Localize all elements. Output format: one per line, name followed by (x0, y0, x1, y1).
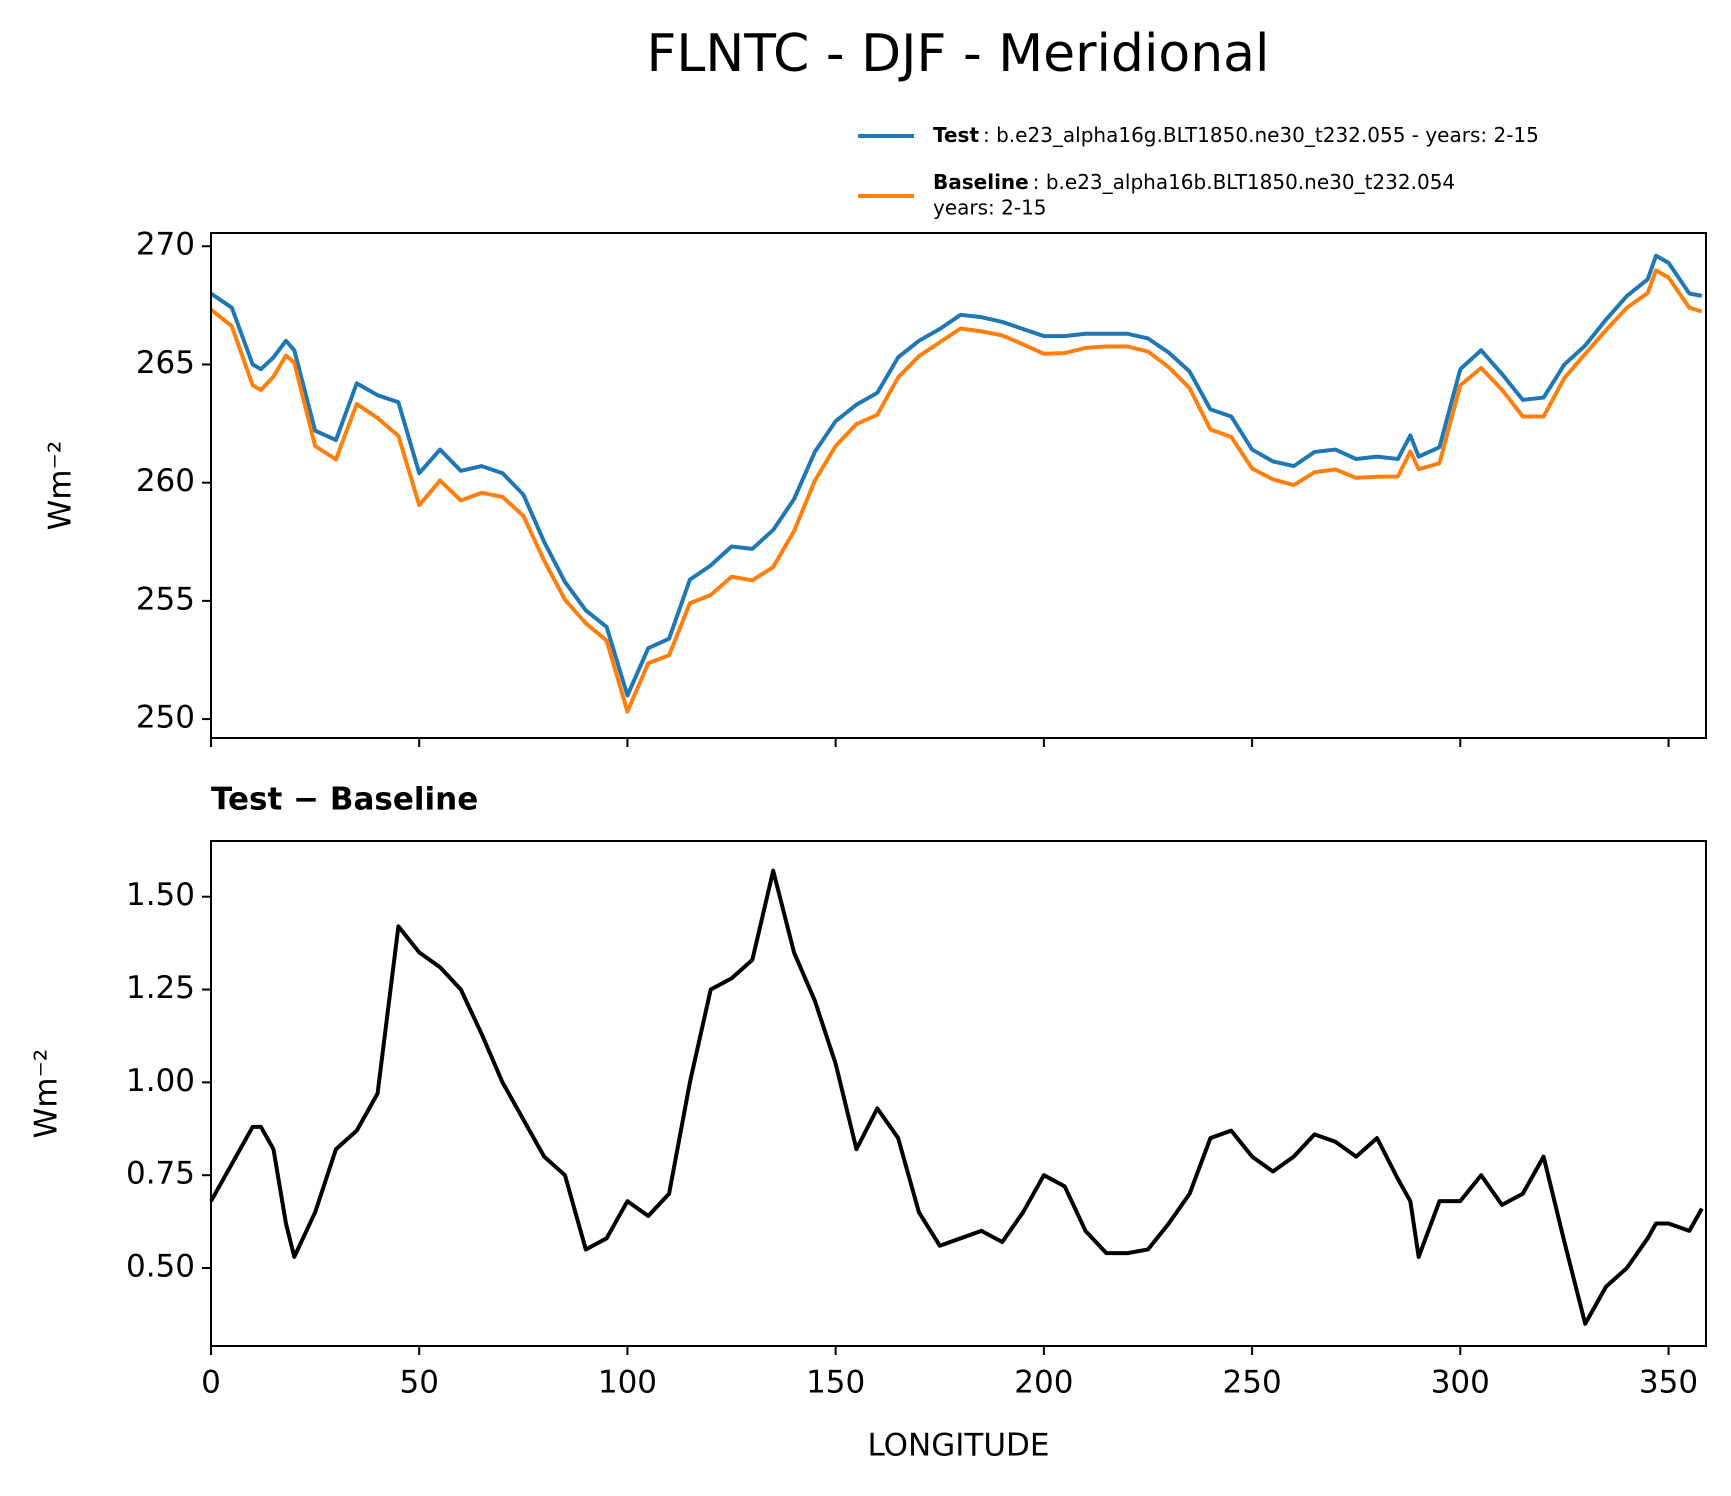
x-tick-label: 350 (1639, 1365, 1698, 1401)
y-tick-label: 0.75 (126, 1156, 195, 1192)
x-tick-label: 50 (399, 1365, 438, 1401)
x-tick-label: 300 (1431, 1365, 1490, 1401)
y-tick-label: 250 (136, 700, 195, 736)
x-tick-label: 0 (201, 1365, 221, 1401)
y-axis-label: Wm⁻² (29, 1049, 65, 1139)
y-tick-label: 255 (136, 581, 195, 617)
x-tick-label: 200 (1014, 1365, 1073, 1401)
axes-title: Test − Baseline (211, 782, 478, 818)
legend-name: Test (933, 123, 979, 147)
y-tick-label: 260 (136, 463, 195, 499)
x-tick-label: 100 (598, 1365, 657, 1401)
y-tick-label: 1.25 (126, 970, 195, 1006)
y-tick-label: 1.00 (126, 1063, 195, 1099)
data-line (209, 268, 1703, 714)
y-tick-label: 270 (136, 227, 195, 263)
y-tick-label: 1.50 (126, 877, 195, 913)
data-line (209, 868, 1704, 1326)
legend-description: : b.e23_alpha16b.BLT1850.ne30_t232.054 (1033, 170, 1455, 194)
x-tick-label: 250 (1223, 1365, 1282, 1401)
axes-frame (210, 840, 1707, 1347)
legend-label: Baseline: b.e23_alpha16b.BLT1850.ne30_t2… (933, 170, 1455, 194)
y-axis-label: Wm⁻² (43, 441, 79, 531)
x-tick-label: 150 (806, 1365, 865, 1401)
y-tick-label: 265 (136, 345, 195, 381)
axes-frame (210, 232, 1707, 739)
legend-label: Test: b.e23_alpha16g.BLT1850.ne30_t232.0… (933, 123, 1539, 147)
legend-name: Baseline (933, 170, 1029, 194)
data-line (209, 253, 1703, 698)
y-tick-label: 0.50 (126, 1249, 195, 1285)
legend-description: years: 2-15 (933, 196, 1047, 220)
figure-title: FLNTC - DJF - Meridional (647, 24, 1270, 84)
legend-description: : b.e23_alpha16g.BLT1850.ne30_t232.055 -… (983, 123, 1539, 147)
x-axis-label: LONGITUDE (867, 1428, 1049, 1464)
